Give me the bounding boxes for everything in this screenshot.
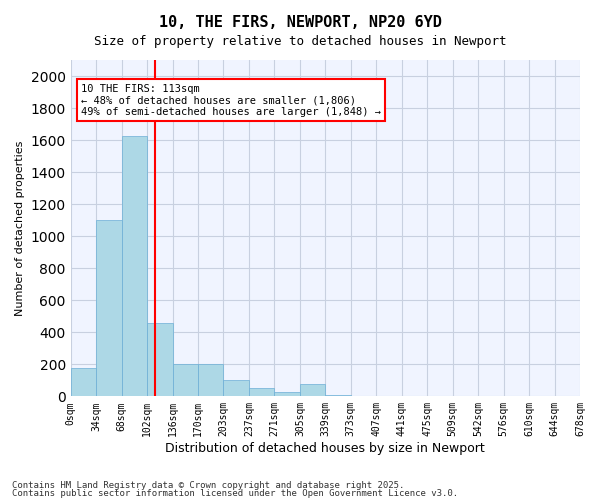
Bar bbox=[249, 388, 274, 396]
Text: 10 THE FIRS: 113sqm
← 48% of detached houses are smaller (1,806)
49% of semi-det: 10 THE FIRS: 113sqm ← 48% of detached ho… bbox=[81, 84, 381, 116]
Bar bbox=[173, 364, 198, 396]
Y-axis label: Number of detached properties: Number of detached properties bbox=[15, 140, 25, 316]
Bar bbox=[274, 392, 300, 396]
Bar bbox=[325, 394, 351, 396]
Bar bbox=[300, 384, 325, 396]
Bar bbox=[223, 380, 249, 396]
Bar bbox=[96, 220, 122, 396]
Bar bbox=[71, 368, 96, 396]
X-axis label: Distribution of detached houses by size in Newport: Distribution of detached houses by size … bbox=[166, 442, 485, 455]
Text: Size of property relative to detached houses in Newport: Size of property relative to detached ho… bbox=[94, 35, 506, 48]
Bar bbox=[198, 364, 223, 396]
Text: 10, THE FIRS, NEWPORT, NP20 6YD: 10, THE FIRS, NEWPORT, NP20 6YD bbox=[158, 15, 442, 30]
Text: Contains HM Land Registry data © Crown copyright and database right 2025.: Contains HM Land Registry data © Crown c… bbox=[12, 481, 404, 490]
Bar bbox=[122, 136, 147, 396]
Text: Contains public sector information licensed under the Open Government Licence v3: Contains public sector information licen… bbox=[12, 488, 458, 498]
Bar bbox=[147, 322, 173, 396]
